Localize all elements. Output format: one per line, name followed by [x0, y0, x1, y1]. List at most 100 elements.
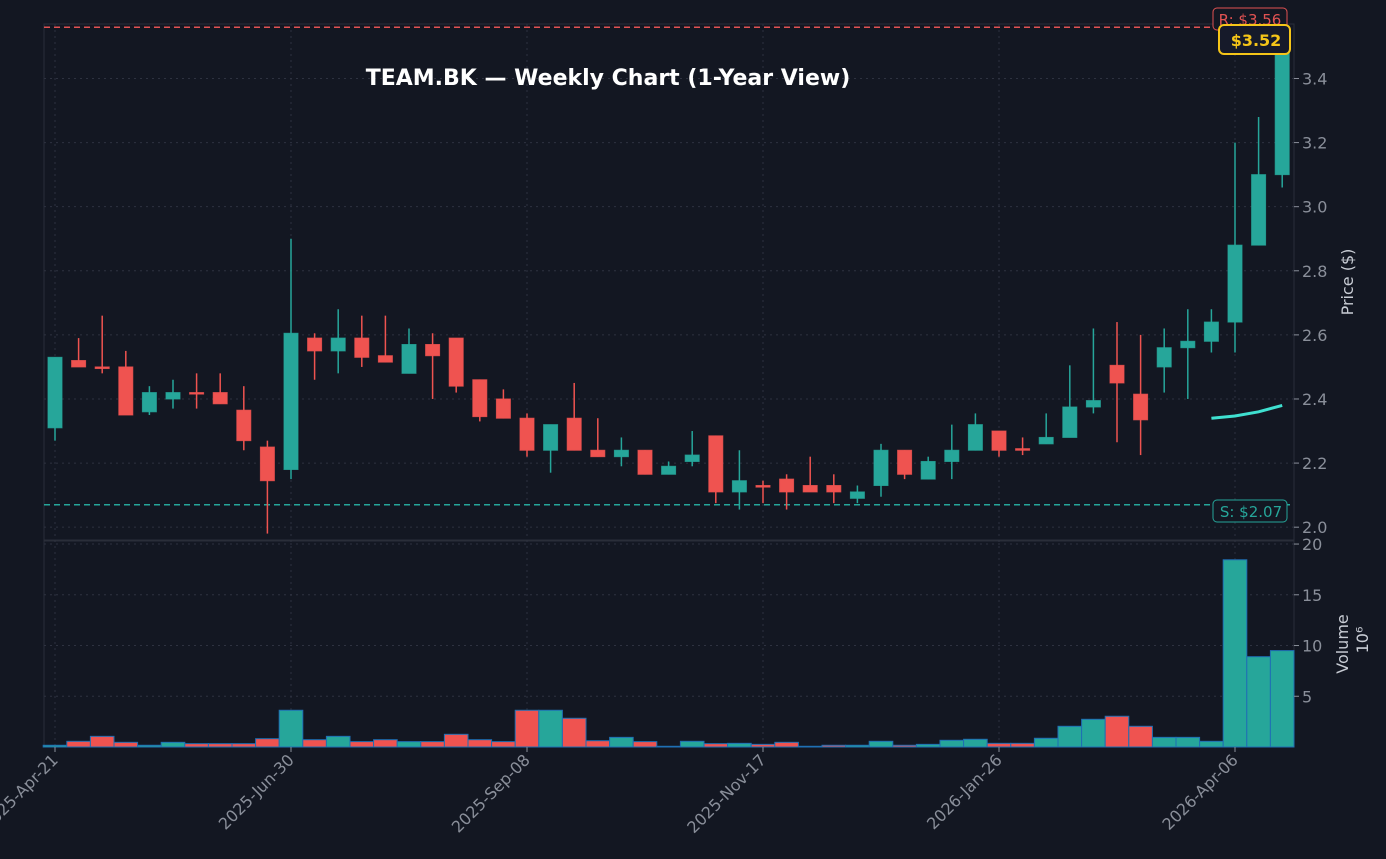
date-tick-label: 2025-Apr-21	[0, 750, 62, 833]
volume-bar	[774, 741, 799, 748]
volume-bar	[797, 745, 823, 748]
candle-down	[637, 449, 653, 475]
date-tick-label: 2025-Jun-30	[215, 750, 298, 833]
volume-bar	[585, 740, 611, 748]
volume-bar	[1246, 656, 1271, 748]
volume-bar	[302, 739, 327, 748]
candle-up	[1251, 174, 1267, 246]
candle-up	[1227, 244, 1243, 323]
volume-bar	[443, 733, 469, 748]
price-tick-label: 3.4	[1302, 69, 1327, 88]
price-tick-label: 2.8	[1302, 262, 1327, 281]
volume-bar	[113, 741, 139, 748]
volume-unit-label: 10⁶	[1353, 627, 1372, 654]
volume-bar	[1128, 725, 1153, 748]
candle-up	[849, 491, 865, 499]
date-tick-label: 2026-Apr-06	[1158, 750, 1241, 833]
price-tick-label: 3.0	[1302, 198, 1327, 217]
volume-bar	[1081, 718, 1106, 748]
price-tick-label: 2.0	[1302, 518, 1327, 537]
volume-bar	[1151, 736, 1177, 748]
volume-bar	[963, 738, 988, 748]
volume-tick-label: 20	[1302, 535, 1322, 554]
candle-up	[1203, 321, 1219, 342]
date-tick-label: 2025-Nov-17	[683, 750, 770, 837]
volume-tick-label: 10	[1302, 637, 1322, 656]
volume-bar	[656, 745, 681, 748]
volume-bar	[939, 739, 965, 748]
candle-up	[47, 356, 63, 429]
candle-down	[1133, 393, 1149, 421]
candle-down	[189, 392, 205, 395]
candle-up	[543, 424, 559, 451]
date-tick-label: 2026-Jan-26	[923, 750, 1006, 833]
volume-bar	[420, 741, 445, 748]
volume-bar	[1199, 740, 1224, 748]
candle-up	[967, 424, 983, 451]
candle-up	[944, 449, 960, 462]
candle-down	[826, 485, 842, 493]
candle-down	[1015, 448, 1031, 451]
volume-bar	[727, 742, 752, 748]
price-tick-label: 2.2	[1302, 454, 1327, 473]
grid	[43, 23, 1295, 748]
candle-up	[283, 332, 299, 470]
candle-up	[684, 454, 700, 462]
candle-down	[472, 379, 488, 418]
candle-up	[141, 392, 157, 413]
volume-bar	[632, 741, 658, 748]
candle-down	[212, 392, 228, 405]
volume-bar	[89, 735, 115, 748]
volume-bar	[255, 738, 280, 748]
candle-down	[259, 446, 275, 482]
candle-down	[519, 417, 535, 451]
price-tick-label: 2.6	[1302, 326, 1327, 345]
price-axis-label: Price ($)	[1338, 249, 1357, 316]
candle-down	[377, 355, 393, 363]
volume-bar	[231, 743, 257, 748]
candle-down	[118, 366, 134, 416]
moving-average-line	[1211, 403, 1283, 420]
candle-down	[448, 337, 464, 387]
volume-bar	[160, 741, 186, 748]
candle-down	[307, 337, 323, 352]
support-label-box	[1212, 499, 1288, 523]
volume-bar	[373, 739, 398, 748]
last-price-label: $3.52	[1231, 31, 1282, 50]
candle-down	[495, 398, 511, 419]
candle-up	[661, 465, 677, 475]
date-tick-label: 2025-Sep-08	[448, 750, 534, 836]
candle-down	[94, 366, 110, 370]
volume-bar	[750, 743, 776, 748]
candle-down	[71, 360, 87, 368]
volume-bar	[207, 743, 233, 748]
candle-up	[1062, 406, 1078, 438]
volume-bar	[1175, 736, 1201, 748]
candle-down	[1109, 364, 1125, 384]
candle-up	[1085, 400, 1101, 408]
candle-up	[401, 343, 417, 374]
volume-bar	[184, 743, 209, 748]
volume-bar	[609, 736, 634, 748]
volume-bar	[42, 744, 68, 748]
volume-bar	[1222, 559, 1248, 748]
candle-up	[613, 449, 629, 458]
support-label: S: $2.07	[1220, 503, 1282, 521]
volume-bar	[1033, 737, 1059, 748]
candle-down	[991, 430, 1007, 451]
volume-bar	[349, 741, 375, 748]
candle-down	[802, 485, 818, 493]
candle-up	[1274, 39, 1290, 176]
volume-bar	[396, 741, 422, 748]
volume-bar	[821, 744, 847, 748]
candle-down	[779, 478, 795, 493]
candle-up	[920, 460, 936, 480]
candle-up	[873, 449, 889, 487]
volume-tick-label: 5	[1302, 687, 1312, 706]
price-tick-label: 2.4	[1302, 390, 1327, 409]
candle-down	[354, 337, 370, 358]
volume-bar	[1010, 742, 1035, 748]
last-price-box	[1218, 24, 1291, 55]
volume-bar	[845, 744, 870, 748]
volume-bar	[467, 739, 493, 748]
